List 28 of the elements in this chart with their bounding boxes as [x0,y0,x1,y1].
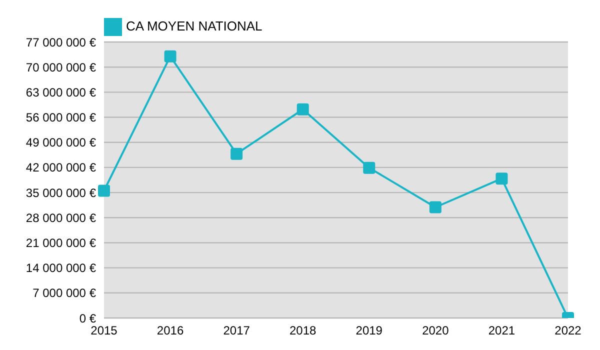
y-tick-label: 21 000 000 € [26,236,96,250]
x-tick-label: 2020 [422,324,450,338]
y-tick-label: 7 000 000 € [32,286,96,300]
point [164,50,176,62]
y-tick-label: 0 € [79,311,96,326]
x-tick-label: 2015 [90,324,118,338]
y-tick-label: 63 000 000 € [26,85,96,100]
x-tick-label: 2016 [156,324,184,338]
y-tick-label: 14 000 000 € [26,261,96,276]
y-tick-label: 35 000 000 € [26,186,96,200]
x-tick-label: 2019 [356,324,383,338]
y-tick-label: 56 000 000 € [26,110,96,125]
point [98,184,110,197]
point [363,162,376,174]
point [496,172,508,185]
x-tick-label: 2021 [488,324,516,338]
x-tick-label: 2022 [554,324,582,338]
x-tick-label: 2017 [223,324,250,338]
point [429,201,442,214]
point [230,148,243,160]
x-tick-label: 2018 [290,324,317,338]
point [296,103,309,116]
y-tick-label: 77 000 000 € [26,35,96,50]
y-tick-label: 28 000 000 € [26,210,96,225]
y-tick-label: 70 000 000 € [26,60,96,74]
y-tick-label: 42 000 000 € [26,160,96,175]
y-tick-label: 49 000 000 € [26,136,96,150]
legend-label: CA MOYEN NATIONAL [126,18,262,34]
